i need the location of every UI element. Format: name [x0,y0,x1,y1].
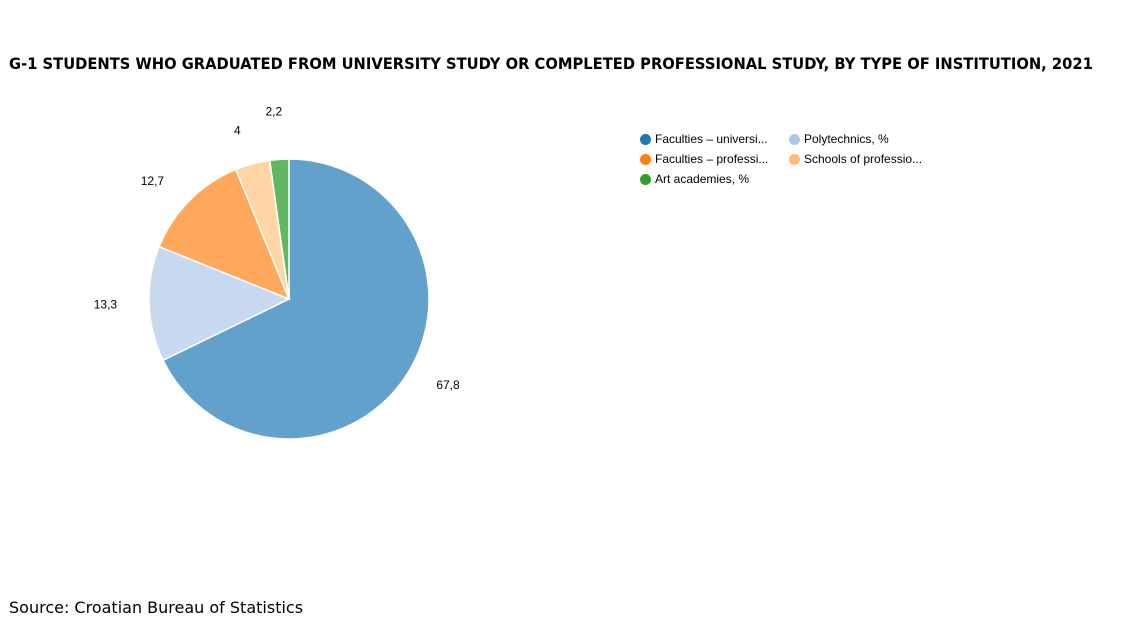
legend-label: Schools of professio... [804,152,923,166]
source-note: Source: Croatian Bureau of Statistics [9,598,304,617]
legend-item-5[interactable]: Art academies, % [640,171,749,187]
chart-title: G-1 STUDENTS WHO GRADUATED FROM UNIVERSI… [9,54,1093,73]
legend-item-4[interactable]: Schools of professio... [789,151,922,167]
pie-slice-5[interactable] [268,158,290,300]
data-label-1: 67,8 [436,378,460,392]
data-label-5: 2,2 [265,104,282,118]
pie-slice-1[interactable] [162,158,430,440]
legend-swatch [640,133,651,145]
legend-swatch [640,173,651,185]
data-label-2: 13,3 [94,298,118,312]
legend-item-1[interactable]: Faculties – universi... [640,131,768,147]
data-label-4: 4 [234,124,241,138]
legend-label: Faculties – universi... [655,132,768,146]
legend-label: Art academies, % [655,172,750,186]
legend-swatch [789,133,800,145]
data-label-3: 12,7 [141,174,165,188]
legend-label: Polytechnics, % [804,132,889,146]
legend-item-2[interactable]: Polytechnics, % [789,131,889,147]
legend-swatch [789,153,800,165]
pie-slice-2[interactable] [148,245,291,362]
legend-swatch [640,153,651,165]
pie-slice-3[interactable] [158,168,291,301]
legend-item-3[interactable]: Faculties – professi... [640,151,768,167]
legend-label: Faculties – professi... [655,152,769,166]
pie-chart: 67,8 13,3 12,7 4 2,2 [94,104,460,440]
